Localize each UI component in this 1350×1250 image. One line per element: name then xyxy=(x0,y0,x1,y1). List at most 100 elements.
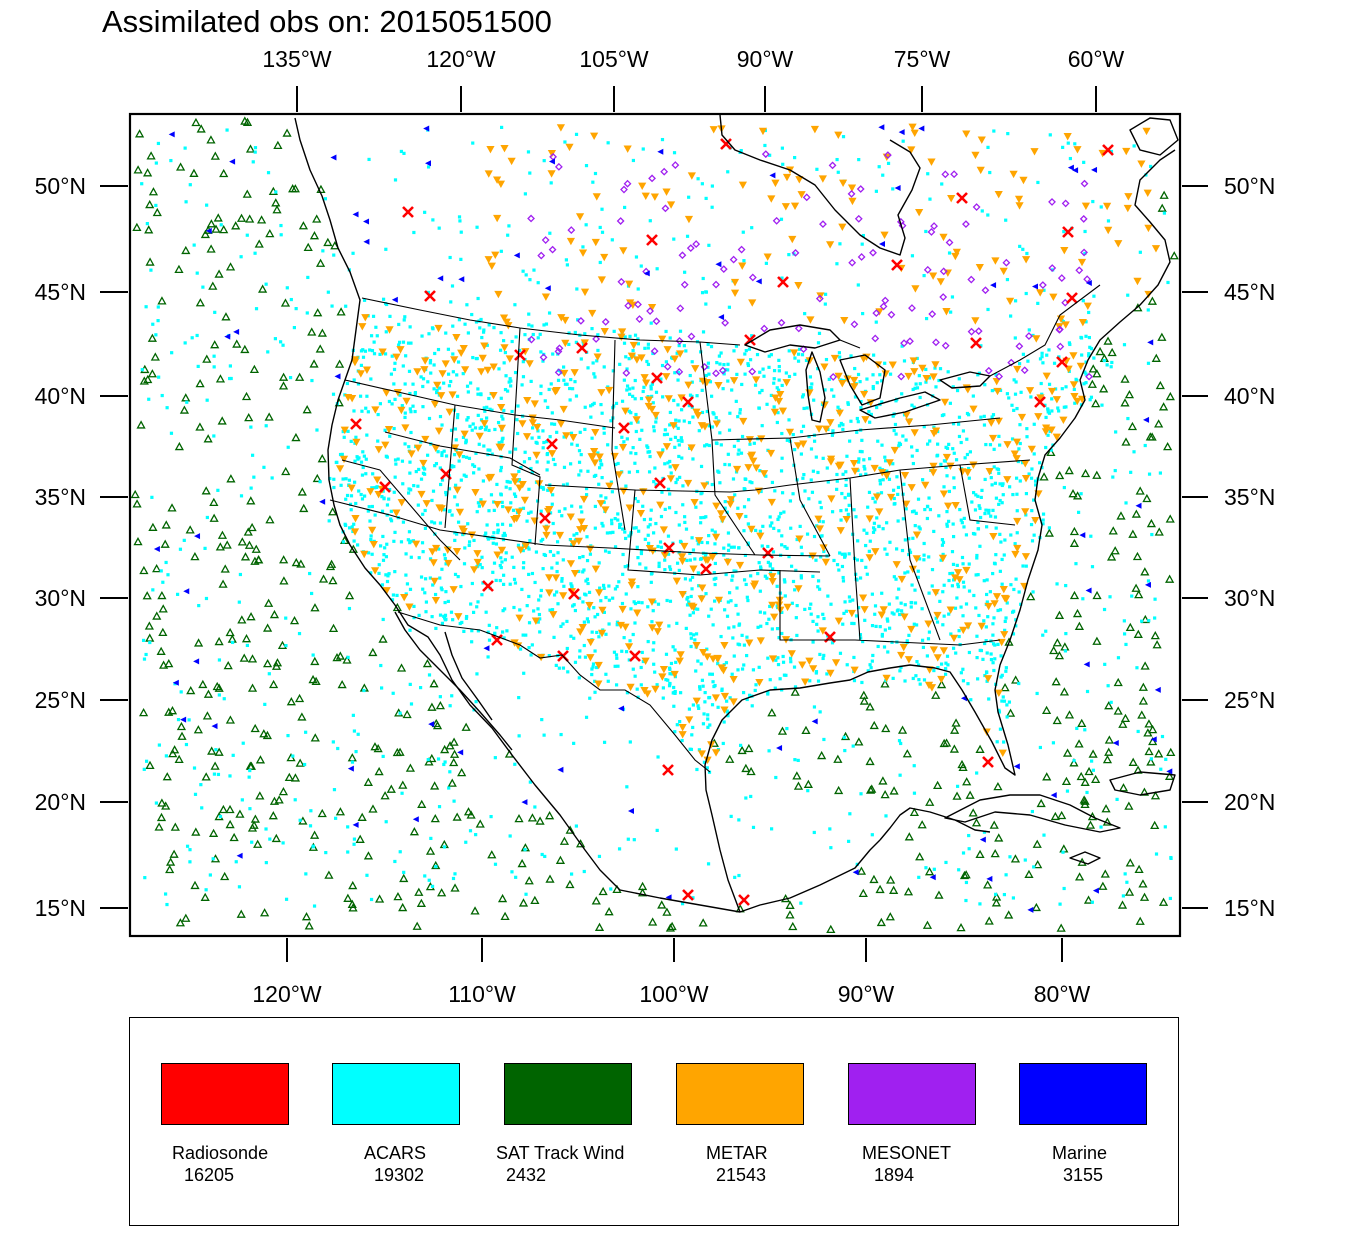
acars-marker xyxy=(744,582,748,587)
mesonet-marker xyxy=(941,170,950,179)
acars-marker xyxy=(346,850,350,854)
acars-marker xyxy=(448,255,452,260)
acars-marker xyxy=(853,395,858,399)
acars-marker xyxy=(694,632,699,636)
sat-track-wind-marker xyxy=(211,224,221,233)
acars-marker xyxy=(574,340,578,344)
acars-marker xyxy=(1162,211,1167,215)
acars-marker xyxy=(996,608,1000,613)
acars-marker xyxy=(455,373,459,377)
acars-marker xyxy=(609,419,613,423)
right-lat-label: 25°N xyxy=(1224,687,1276,713)
metar-marker xyxy=(483,366,492,375)
acars-marker xyxy=(461,372,465,376)
radiosonde-marker xyxy=(970,337,982,349)
acars-marker xyxy=(624,592,628,596)
metar-marker xyxy=(994,190,1003,199)
acars-marker xyxy=(770,521,774,525)
acars-marker xyxy=(176,717,181,722)
metar-marker xyxy=(533,424,542,432)
acars-marker xyxy=(166,573,170,577)
metar-marker xyxy=(591,428,600,437)
acars-marker xyxy=(560,514,564,518)
acars-marker xyxy=(548,231,552,235)
metar-marker xyxy=(1011,550,1020,559)
acars-marker xyxy=(359,492,363,497)
acars-marker xyxy=(1000,673,1004,677)
sat-track-wind-marker xyxy=(737,745,747,755)
mesonet-marker xyxy=(791,248,800,257)
acars-marker xyxy=(1149,164,1153,169)
sat-track-wind-marker xyxy=(1064,465,1074,475)
acars-marker xyxy=(988,590,992,594)
sat-track-wind-marker xyxy=(435,701,445,710)
acars-marker xyxy=(1087,335,1091,340)
acars-marker xyxy=(555,590,559,594)
mesonet-marker xyxy=(945,238,954,247)
acars-marker xyxy=(914,511,918,515)
sat-track-wind-marker xyxy=(1055,470,1065,480)
acars-marker xyxy=(760,424,764,428)
sat-track-wind-marker xyxy=(251,544,261,553)
acars-marker xyxy=(655,683,659,687)
acars-marker xyxy=(978,506,982,510)
metar-marker xyxy=(557,314,566,322)
acars-marker xyxy=(782,578,787,582)
sat-track-wind-marker xyxy=(1121,437,1131,446)
acars-marker xyxy=(1143,443,1147,448)
acars-marker xyxy=(802,406,806,411)
acars-marker xyxy=(664,652,669,656)
acars-marker xyxy=(1024,291,1028,296)
acars-marker xyxy=(787,555,791,559)
sat-track-wind-marker xyxy=(315,258,326,267)
acars-marker xyxy=(480,555,484,559)
acars-marker xyxy=(516,404,520,408)
metar-marker xyxy=(720,642,729,650)
acars-marker xyxy=(1030,809,1034,814)
acars-marker xyxy=(147,397,151,401)
acars-marker xyxy=(677,344,681,348)
acars-marker xyxy=(324,851,328,855)
sat-track-wind-marker xyxy=(278,372,289,381)
metar-marker xyxy=(385,326,394,334)
acars-marker xyxy=(972,593,976,598)
acars-marker xyxy=(708,723,712,727)
acars-marker xyxy=(508,834,512,838)
acars-marker xyxy=(945,654,950,658)
acars-marker xyxy=(672,685,676,690)
us-mexico-border xyxy=(397,611,711,773)
metar-marker xyxy=(788,235,797,244)
sat-track-wind-marker xyxy=(202,354,212,363)
metar-marker xyxy=(908,123,917,131)
acars-marker xyxy=(1001,493,1005,497)
acars-marker xyxy=(781,162,785,166)
acars-marker xyxy=(699,464,704,469)
marine-marker xyxy=(1027,906,1034,913)
acars-marker xyxy=(1081,299,1085,303)
acars-marker xyxy=(869,666,873,670)
metar-marker xyxy=(822,425,831,434)
acars-marker xyxy=(459,478,463,482)
acars-marker xyxy=(438,521,443,525)
acars-marker xyxy=(860,680,864,685)
acars-marker xyxy=(565,263,569,267)
acars-marker xyxy=(420,541,425,545)
metar-marker xyxy=(695,537,704,545)
acars-marker xyxy=(832,394,836,398)
metar-marker xyxy=(470,566,479,574)
acars-marker xyxy=(1044,415,1048,420)
metar-marker xyxy=(1063,133,1072,141)
sat-track-wind-marker xyxy=(788,921,798,931)
acars-marker xyxy=(978,902,982,906)
acars-marker xyxy=(417,556,421,560)
acars-marker xyxy=(879,491,884,495)
acars-marker xyxy=(1013,299,1018,303)
acars-marker xyxy=(818,500,822,504)
acars-marker xyxy=(464,441,468,445)
metar-marker xyxy=(523,396,532,405)
acars-marker xyxy=(311,653,315,657)
acars-marker xyxy=(992,616,996,620)
acars-marker xyxy=(170,351,174,355)
acars-marker xyxy=(515,418,519,422)
metar-marker xyxy=(450,356,459,364)
